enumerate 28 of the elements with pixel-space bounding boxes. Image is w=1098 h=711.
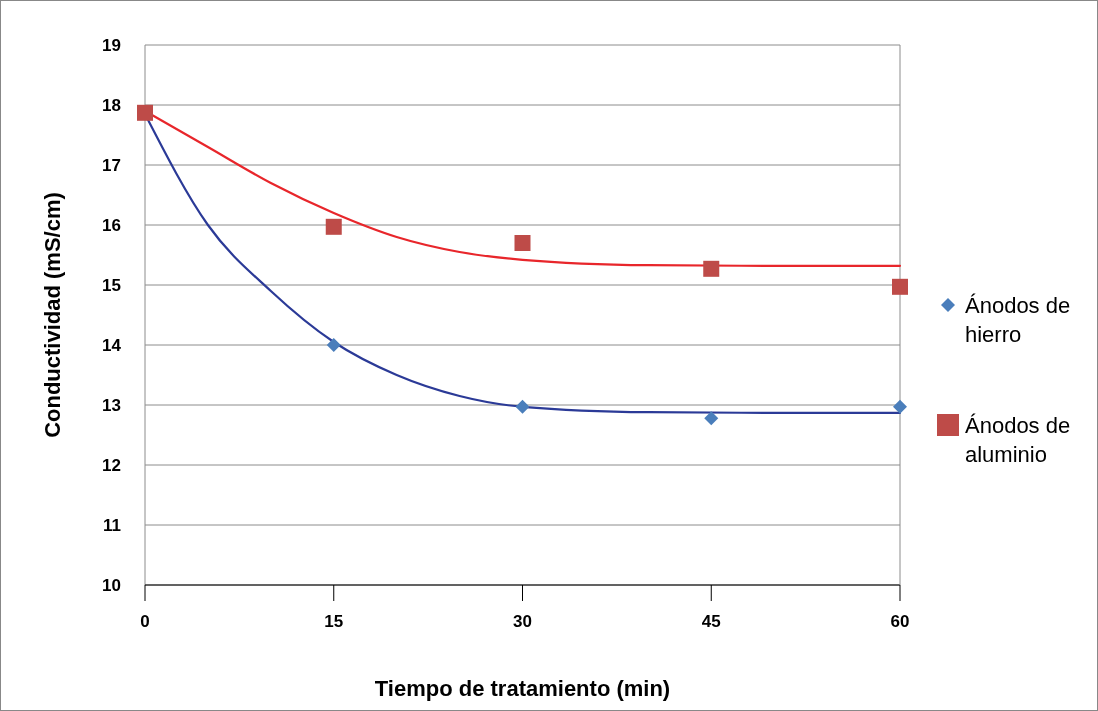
point bbox=[137, 104, 153, 121]
point bbox=[893, 399, 907, 414]
point bbox=[326, 338, 341, 352]
y-tick-label: 11 bbox=[103, 515, 121, 535]
point bbox=[515, 399, 530, 414]
y-tick-label: 16 bbox=[102, 215, 121, 235]
y-tick-label: 10 bbox=[102, 575, 121, 595]
point bbox=[325, 218, 342, 235]
y-tick-label: 14 bbox=[102, 335, 122, 355]
legend-label: Ánodos de hierro bbox=[965, 292, 1071, 348]
point bbox=[892, 278, 908, 295]
y-tick-label: 15 bbox=[102, 275, 121, 295]
x-tick-label: 45 bbox=[701, 612, 721, 631]
y-tick-label: 19 bbox=[102, 35, 121, 55]
x-axis-title: Tiempo de tratamiento (min) bbox=[374, 676, 671, 701]
x-tick-label: 15 bbox=[324, 612, 344, 631]
y-tick-label: 18 bbox=[102, 95, 121, 115]
y-tick-label: 12 bbox=[102, 455, 121, 475]
point bbox=[704, 411, 719, 426]
point bbox=[703, 260, 720, 277]
y-axis-title: Conductividad (mS/cm) bbox=[40, 192, 65, 438]
x-tick-label: 30 bbox=[513, 612, 532, 631]
y-tick-label: 13 bbox=[102, 395, 121, 415]
legend-label: Ánodos de aluminio bbox=[965, 412, 1071, 468]
x-tick-label: 60 bbox=[890, 612, 910, 631]
point bbox=[514, 235, 531, 251]
x-tick-label: 0 bbox=[140, 612, 150, 631]
y-tick-label: 17 bbox=[102, 155, 121, 175]
